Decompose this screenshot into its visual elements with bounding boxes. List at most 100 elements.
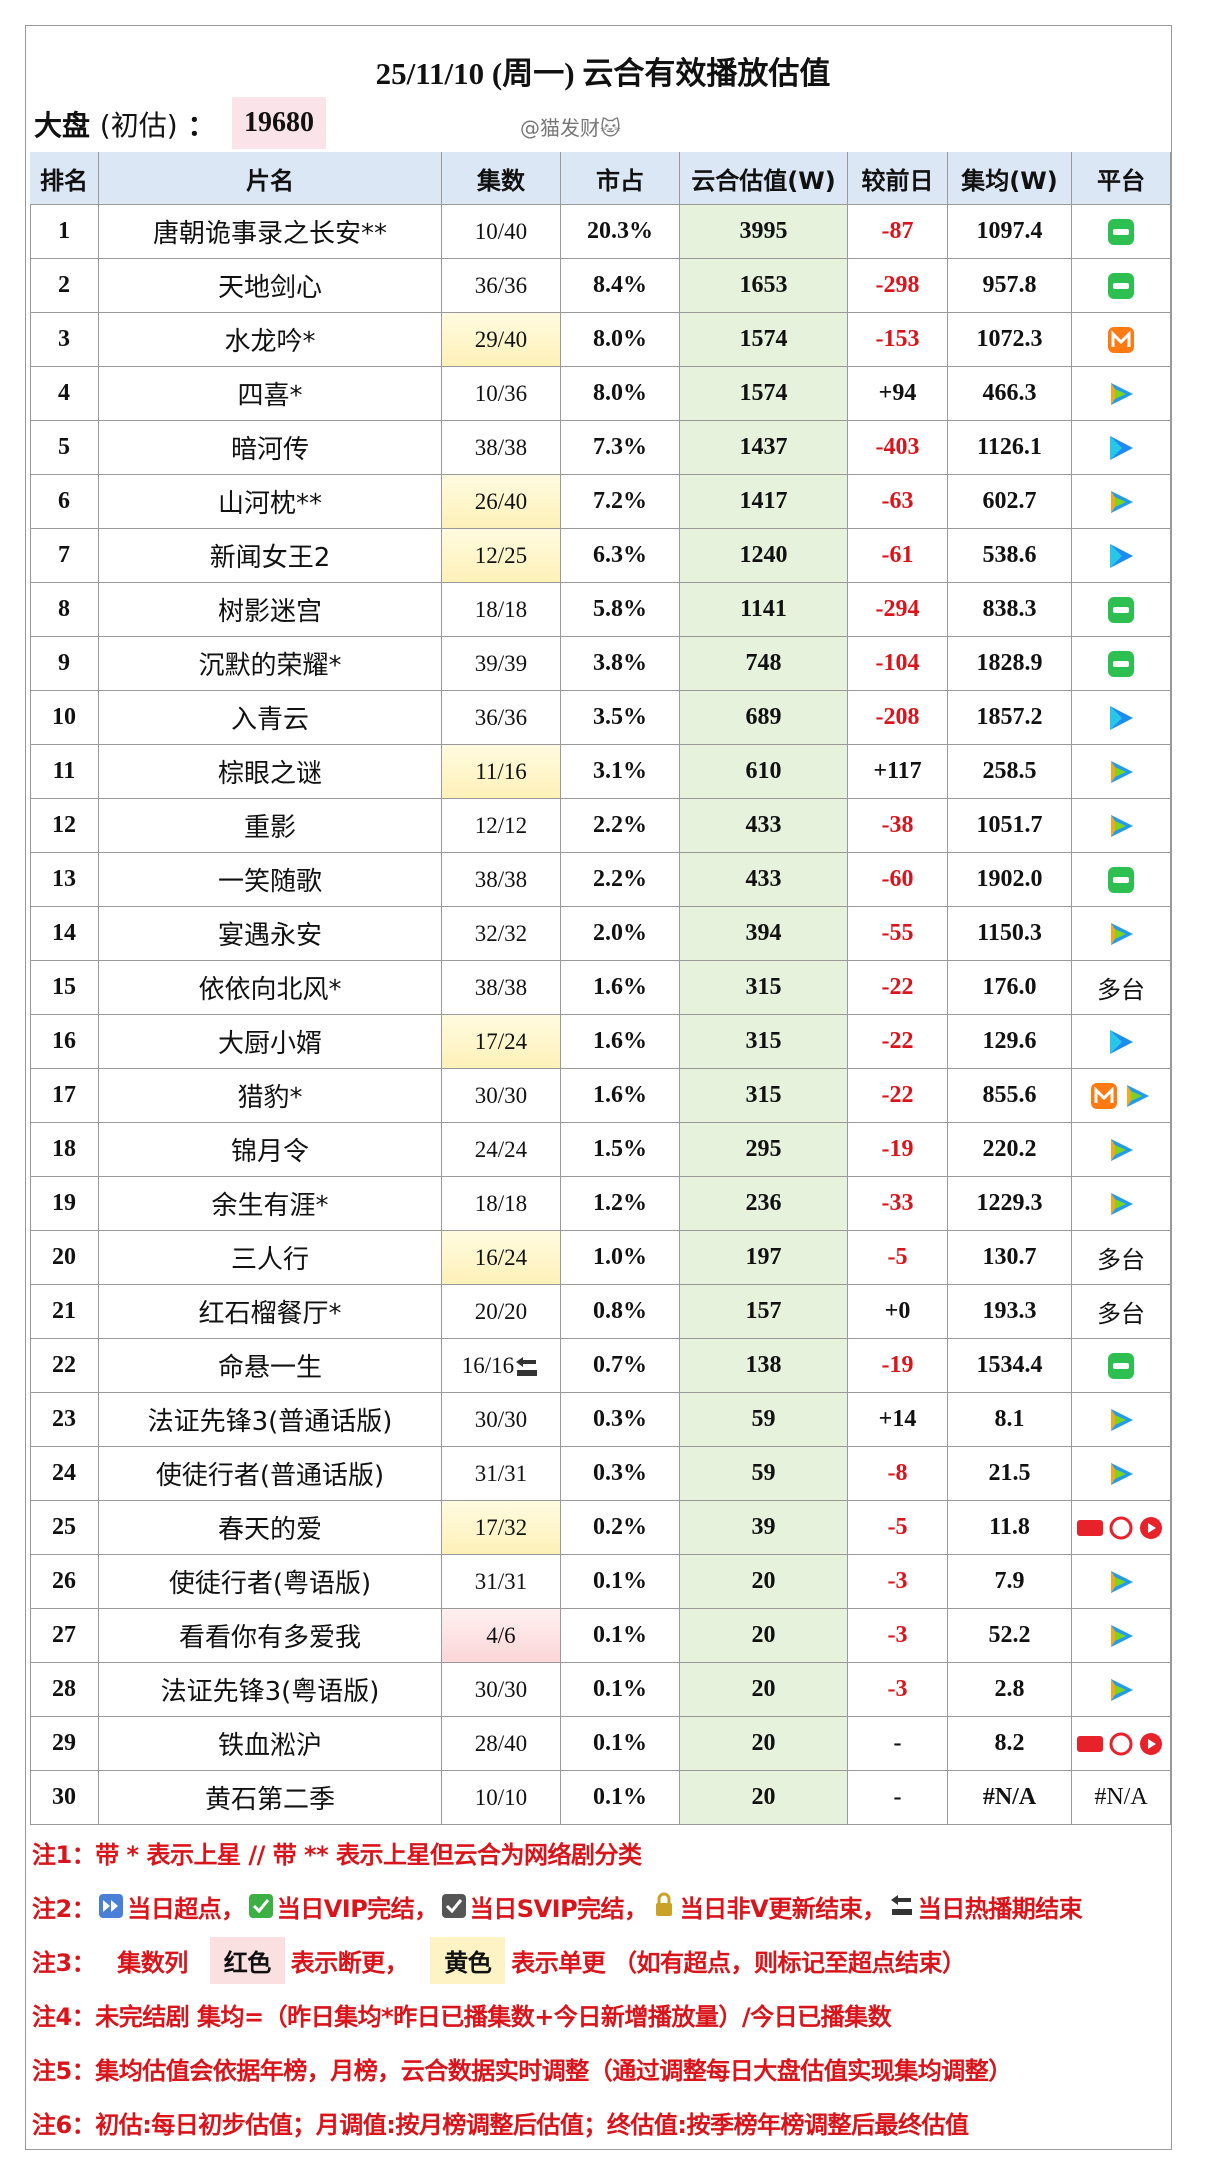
estimate-cell: 59	[680, 1393, 848, 1447]
youku-icon	[1110, 1029, 1133, 1054]
platform-cell: 多台	[1072, 1231, 1171, 1285]
estimate-cell: 20	[680, 1717, 848, 1771]
share: 8.0%	[593, 326, 647, 352]
share-cell: 1.2%	[561, 1177, 680, 1231]
rank-cell: 10	[30, 691, 99, 745]
title-cell: 四喜*	[99, 367, 442, 421]
average: 1229.3	[976, 1190, 1043, 1216]
average: 1857.2	[976, 704, 1043, 730]
icon-bg	[1077, 1519, 1103, 1536]
episodes-cell: 10/40	[442, 205, 561, 259]
average-cell: 258.5	[948, 745, 1072, 799]
episodes: 30/30	[474, 1406, 528, 1432]
icon-bg	[248, 1894, 273, 1918]
note-icon	[655, 1892, 672, 1916]
note: 注5： 集均估值会依据年榜，月榜，云合数据实时调整（通过调整每日大盘估值实现集均调…	[32, 2041, 1012, 2095]
share: 0.2%	[593, 1514, 647, 1540]
share: 0.3%	[593, 1406, 647, 1432]
icon-bg	[1077, 1735, 1103, 1752]
episodes: 31/31	[474, 1568, 528, 1594]
average: 957.8	[982, 272, 1037, 298]
change: -3	[887, 1622, 908, 1648]
frame	[25, 25, 1172, 2150]
rank-cell: 30	[30, 1771, 99, 1825]
platform-cell	[1072, 1393, 1171, 1447]
episodes-cell: 39/39	[442, 637, 561, 691]
average-cell: 466.3	[948, 367, 1072, 421]
episodes-cell: 38/38	[442, 421, 561, 475]
episodes-cell: 11/16	[442, 745, 561, 799]
change-cell: +0	[848, 1285, 948, 1339]
title-cell: 锦月令	[99, 1123, 442, 1177]
average: 1828.9	[976, 650, 1043, 676]
change: +94	[878, 380, 917, 406]
header-cell: 平台	[1072, 152, 1171, 205]
episodes-cell: 38/38	[442, 961, 561, 1015]
change: -19	[881, 1352, 914, 1378]
icon-mark	[1109, 1516, 1133, 1539]
title-cell: 法证先锋3(普通话版)	[99, 1393, 442, 1447]
change-cell: +14	[848, 1393, 948, 1447]
share: 3.5%	[593, 704, 647, 730]
change: -87	[881, 218, 914, 244]
icon-mark	[1110, 705, 1122, 730]
episodes-cell: 26/40	[442, 475, 561, 529]
share-cell: 2.2%	[561, 799, 680, 853]
icon-mark	[1115, 1144, 1126, 1155]
average: 602.7	[982, 488, 1037, 514]
change-cell: -22	[848, 1015, 948, 1069]
episodes-cell: 18/18	[442, 1177, 561, 1231]
platform-cell	[1072, 1123, 1171, 1177]
note-text: 集数列	[117, 1948, 188, 1977]
change-cell: -19	[848, 1339, 948, 1393]
title: 猎豹*	[237, 1083, 303, 1113]
rank-cell: 21	[30, 1285, 99, 1339]
episodes-cell: 10/10	[442, 1771, 561, 1825]
rank-cell: 22	[30, 1339, 99, 1393]
episodes: 38/38	[474, 974, 528, 1000]
rank-cell: 3	[30, 313, 99, 367]
icon-mark	[1111, 1570, 1115, 1593]
header-cell: 云合估值(W)	[680, 152, 848, 205]
lock-shackle	[657, 1892, 671, 1903]
note-text: 表示单更 （如有超点，则标记至超点结束）	[511, 1948, 966, 1977]
platform-cell	[1072, 1015, 1171, 1069]
tencent-icon	[1111, 1624, 1133, 1647]
rank: 25	[52, 1514, 76, 1540]
change: -298	[875, 272, 920, 298]
average: 1072.3	[976, 326, 1043, 352]
change-cell: -298	[848, 259, 948, 313]
average-cell: 2.8	[948, 1663, 1072, 1717]
episodes: 11/16	[475, 758, 527, 784]
episodes-cell: 12/25	[442, 529, 561, 583]
average-cell: 7.9	[948, 1555, 1072, 1609]
change: -19	[881, 1136, 914, 1162]
watermark: @猫发财🐱	[520, 116, 621, 140]
iqiyi-icon	[1108, 272, 1134, 299]
change-cell: -33	[848, 1177, 948, 1231]
title: 四喜*	[237, 381, 303, 411]
rank-cell: 15	[30, 961, 99, 1015]
title-cell: 余生有涯*	[99, 1177, 442, 1231]
change-cell: +117	[848, 745, 948, 799]
average-cell: 1097.4	[948, 205, 1072, 259]
estimate-cell: 315	[680, 1069, 848, 1123]
episodes-cell: 18/18	[442, 583, 561, 637]
share-cell: 2.2%	[561, 853, 680, 907]
iqiyi-icon	[1108, 218, 1134, 245]
rank-cell: 25	[30, 1501, 99, 1555]
episodes: 28/40	[474, 1730, 528, 1756]
icon-bg	[441, 1894, 466, 1918]
icon-mark	[1115, 928, 1126, 939]
iqiyi-icon	[1108, 650, 1134, 677]
episodes-cell: 16/24	[442, 1231, 561, 1285]
title: 红石榴餐厅*	[198, 1299, 342, 1329]
title-cell: 树影迷宫	[99, 583, 442, 637]
title-cell: 水龙吟*	[99, 313, 442, 367]
estimate: 315	[745, 974, 782, 1000]
share: 0.7%	[593, 1352, 647, 1378]
rank: 21	[52, 1298, 76, 1324]
icon-mark	[1115, 820, 1126, 831]
change-cell: -5	[848, 1231, 948, 1285]
estimate: 20	[751, 1568, 776, 1594]
